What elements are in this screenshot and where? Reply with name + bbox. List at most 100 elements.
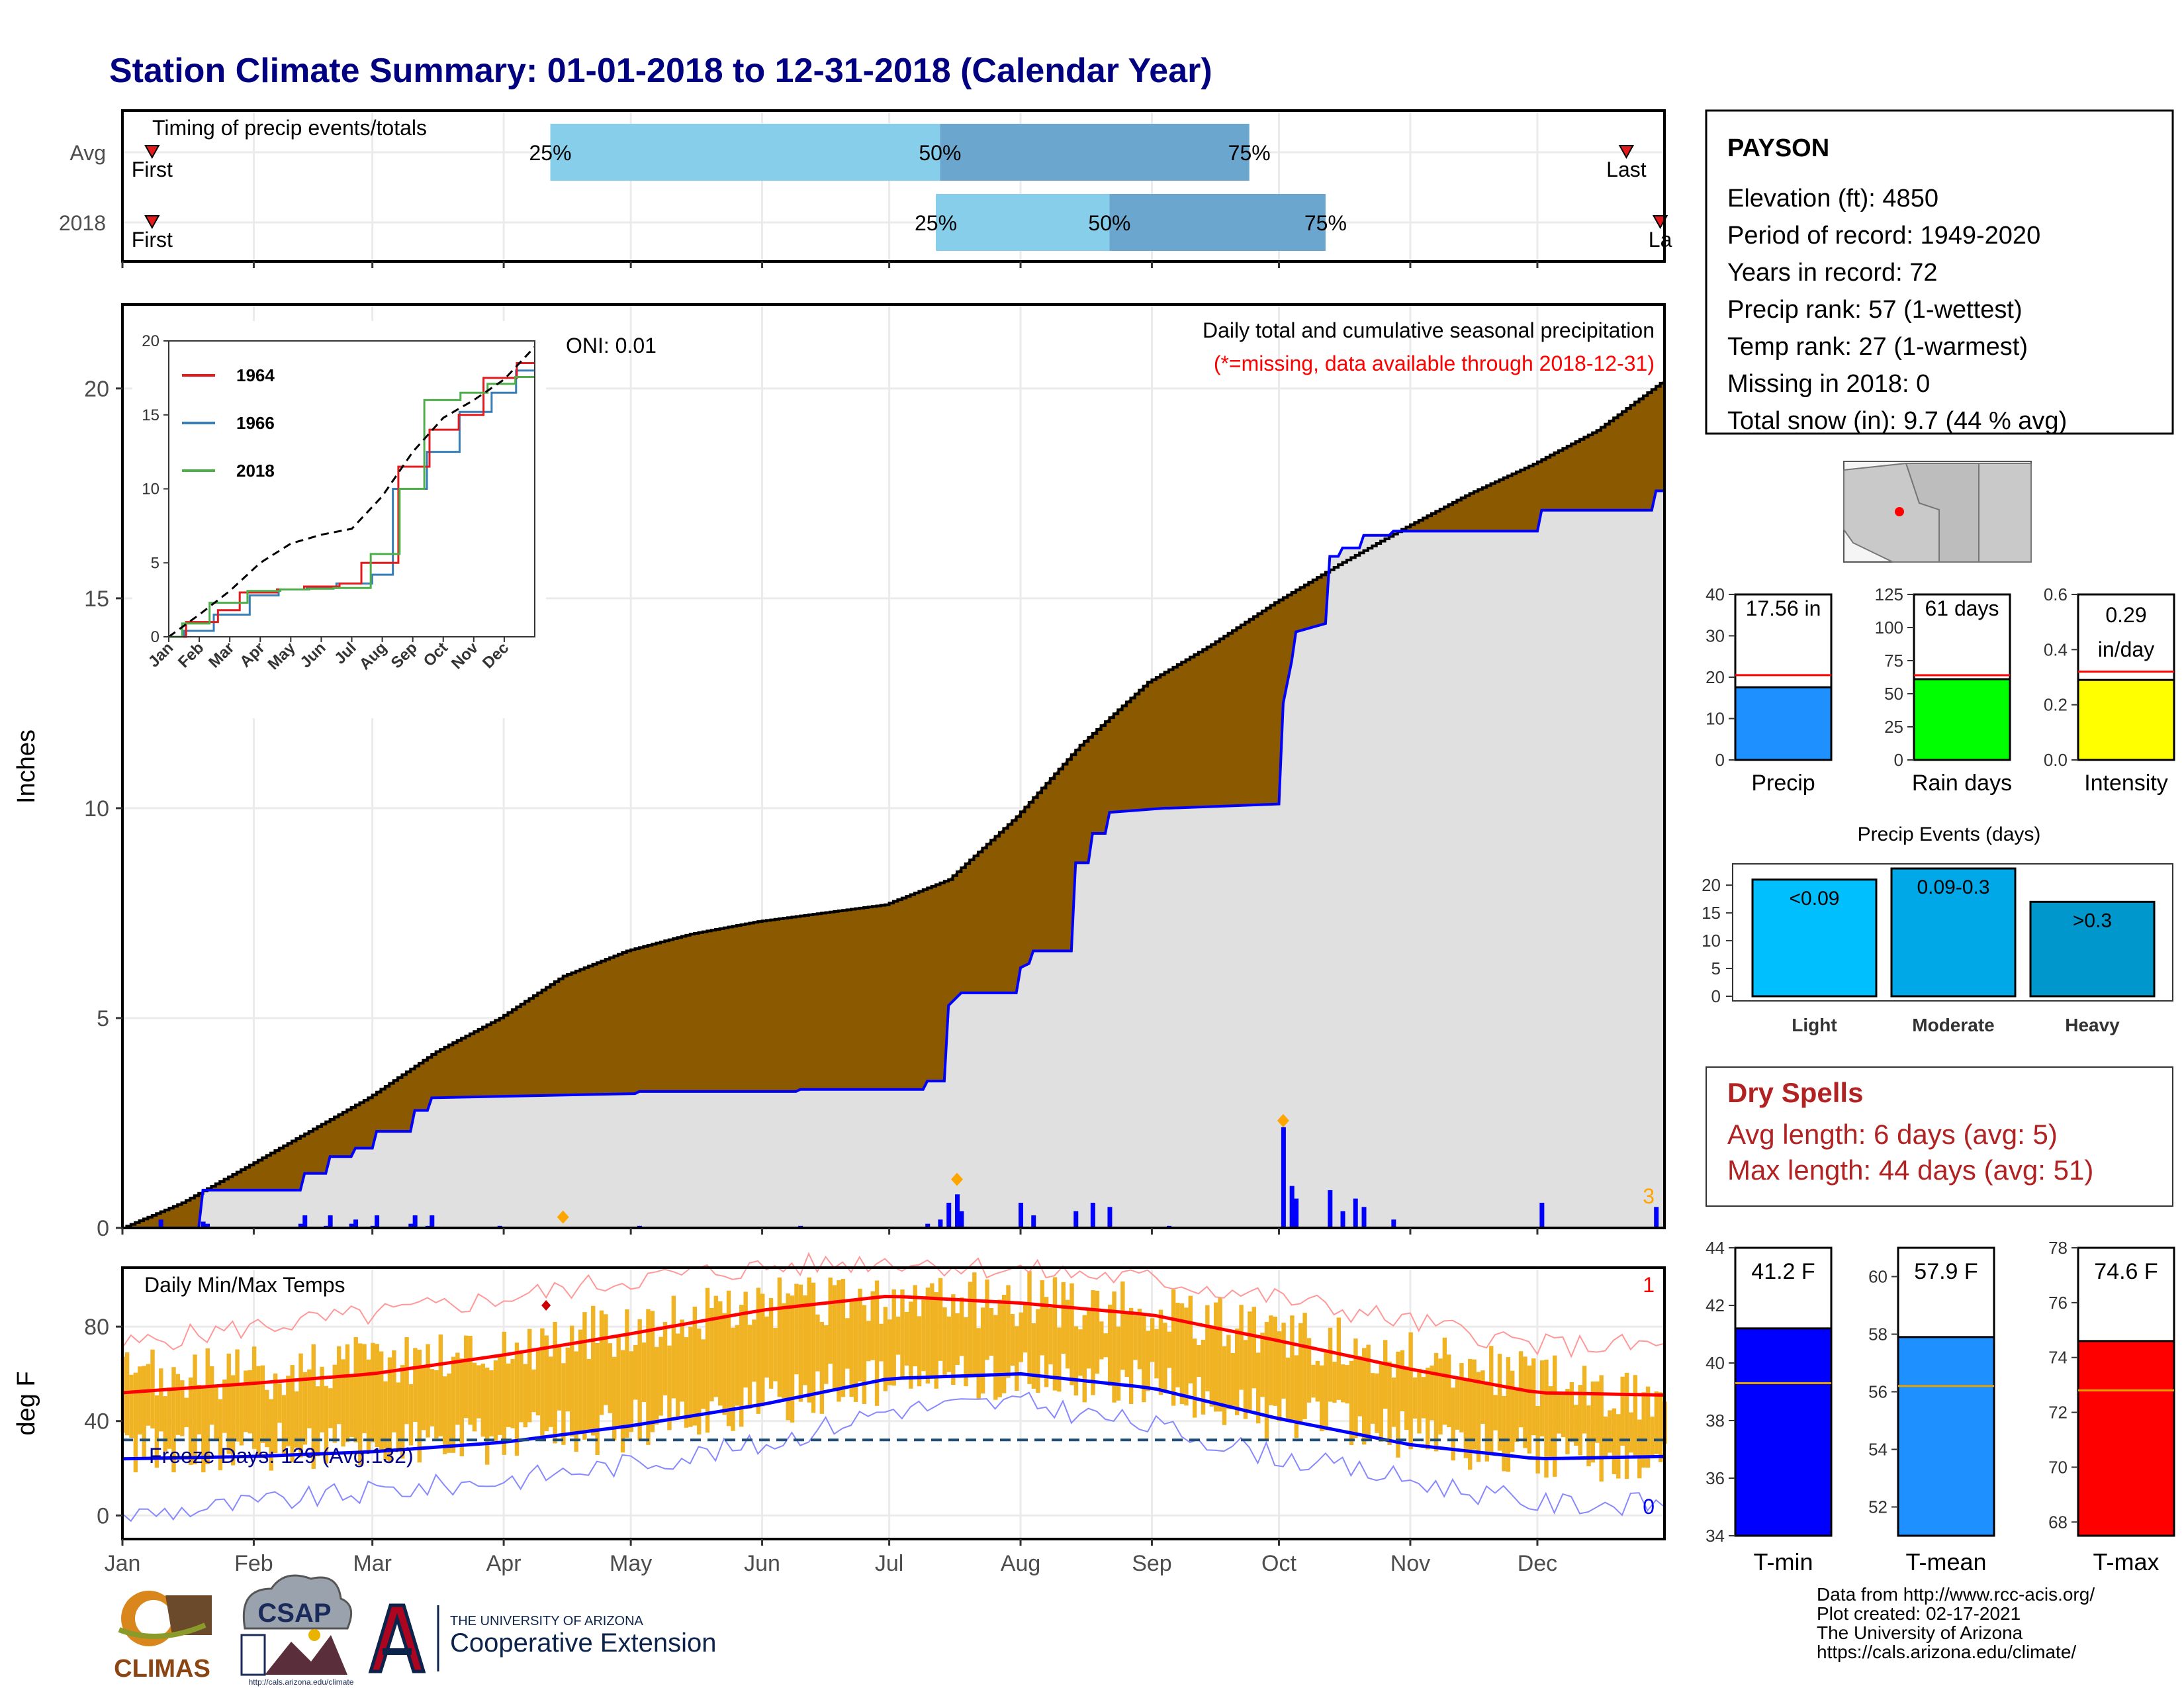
temperature-bar-y-tick-label: 72 bbox=[2048, 1403, 2068, 1423]
daily-temperature-range-bar bbox=[1260, 1333, 1265, 1397]
daily-temperature-range-bar bbox=[1480, 1370, 1485, 1424]
last-event-label: La bbox=[1649, 228, 1672, 252]
daily-temperature-range-bar bbox=[985, 1279, 989, 1360]
daily-temperature-range-bar bbox=[442, 1376, 447, 1454]
daily-temperature-range-bar bbox=[1179, 1303, 1185, 1405]
ua-logo-crossbar bbox=[383, 1648, 412, 1655]
daily-temperature-range-bar bbox=[184, 1397, 189, 1427]
daily-temperature-range-bar bbox=[531, 1369, 536, 1413]
daily-temperature-range-bar bbox=[625, 1309, 629, 1438]
daily-temperature-range-bar bbox=[934, 1292, 938, 1389]
daily-temperature-range-bar bbox=[400, 1365, 405, 1459]
daily-precip-bar bbox=[1654, 1207, 1659, 1228]
daily-temperature-range-bar bbox=[489, 1370, 494, 1436]
daily-temperature-range-bar bbox=[565, 1347, 570, 1412]
daily-precip-bar bbox=[302, 1215, 308, 1228]
precip-panel: 0 5 10 15 20 Daily total and cumulative seas… bbox=[13, 303, 1666, 1241]
daily-temperature-range-bar bbox=[1476, 1372, 1481, 1462]
daily-temperature-range-bar bbox=[417, 1349, 422, 1463]
daily-temperature-range-bar bbox=[641, 1342, 647, 1403]
dry-spells-title: Dry Spells bbox=[1727, 1077, 1863, 1108]
daily-temperature-range-bar bbox=[1112, 1291, 1116, 1403]
daily-temperature-range-bar bbox=[862, 1305, 867, 1404]
daily-temperature-range-bar bbox=[324, 1385, 329, 1464]
daily-temperature-range-bar bbox=[794, 1284, 799, 1375]
month-tick-label: May bbox=[610, 1551, 652, 1576]
daily-temperature-range-bar bbox=[1222, 1346, 1227, 1425]
daily-temperature-range-bar bbox=[218, 1399, 223, 1471]
inset-frame bbox=[168, 340, 535, 637]
daily-temperature-range-bar bbox=[866, 1321, 871, 1362]
daily-temperature-range-bar bbox=[604, 1314, 608, 1405]
daily-temperature-range-bar bbox=[1298, 1323, 1303, 1423]
daily-temperature-range-bar bbox=[1468, 1358, 1473, 1470]
daily-temperature-range-bar bbox=[281, 1395, 287, 1456]
daily-temperature-range-bar bbox=[845, 1318, 850, 1369]
high-event-flag bbox=[557, 1210, 569, 1224]
daily-temperature-range-bar bbox=[1201, 1339, 1206, 1415]
daily-temperature-range-bar bbox=[1248, 1311, 1252, 1412]
daily-temperature-range-bar bbox=[375, 1344, 379, 1448]
csap-logo-mountains bbox=[265, 1635, 347, 1675]
daily-temperature-range-bar bbox=[1582, 1366, 1587, 1434]
daily-precip-bar bbox=[349, 1223, 354, 1228]
daily-temperature-range-bar bbox=[1264, 1322, 1269, 1440]
temperature-bar-y-tick-label: 70 bbox=[2048, 1457, 2068, 1477]
daily-temperature-range-bar bbox=[976, 1328, 981, 1400]
month-tick-label: Aug bbox=[1001, 1551, 1041, 1576]
daily-precip-bar bbox=[955, 1194, 960, 1228]
summary-bar-label: Intensity bbox=[2084, 771, 2168, 796]
daily-precip-bar bbox=[925, 1223, 931, 1228]
daily-precip-bar bbox=[205, 1223, 210, 1228]
dry-spells-maximum: Max length: 44 days (avg: 51) bbox=[1727, 1154, 2093, 1186]
dry-spells-box: Dry Spells Avg length: 6 days (avg: 5) M… bbox=[1706, 1066, 2173, 1207]
temperature-bar-y-tick-label: 38 bbox=[1706, 1411, 1725, 1430]
daily-temperature-range-bar bbox=[1612, 1408, 1617, 1475]
daily-temperature-range-bar bbox=[925, 1288, 931, 1384]
daily-precip-bar bbox=[1281, 1127, 1286, 1228]
daily-precip-bar bbox=[408, 1223, 414, 1228]
daily-temperature-range-bar bbox=[752, 1319, 756, 1382]
daily-temperature-range-bar bbox=[1620, 1376, 1625, 1446]
daily-temperature-range-bar bbox=[434, 1370, 439, 1438]
daily-temperature-range-bar bbox=[909, 1301, 913, 1389]
daily-temperature-range-bar bbox=[451, 1356, 456, 1453]
daily-temperature-range-bar bbox=[286, 1376, 291, 1446]
station-name: PAYSON bbox=[1727, 134, 1829, 162]
daily-temperature-range-bar bbox=[1226, 1335, 1231, 1409]
daily-precip-bar bbox=[201, 1221, 206, 1228]
daily-precip-bar bbox=[1353, 1198, 1358, 1228]
daily-temperature-range-bar bbox=[408, 1384, 414, 1446]
daily-temperature-range-bar bbox=[701, 1339, 705, 1409]
daily-temperature-range-bar bbox=[1052, 1277, 1058, 1391]
station-detail-line: Temp rank: 27 (1-warmest) bbox=[1727, 333, 2028, 361]
daily-temperature-range-bar bbox=[332, 1364, 337, 1443]
daily-temperature-range-bar bbox=[807, 1277, 811, 1403]
precip-events-y-tick-label: 20 bbox=[1702, 875, 1721, 895]
daily-temperature-range-bar bbox=[142, 1366, 146, 1458]
daily-temperature-range-bar bbox=[1396, 1351, 1400, 1458]
daily-temperature-range-bar bbox=[477, 1365, 481, 1419]
footer-credit-line: The University of Arizona bbox=[1817, 1622, 2023, 1643]
daily-temperature-range-bar bbox=[193, 1354, 197, 1465]
daily-temperature-range-bar bbox=[731, 1327, 735, 1431]
timing-bar-q1-q2 bbox=[936, 194, 1110, 251]
daily-temperature-range-bar bbox=[705, 1288, 710, 1433]
timing-panel: 25% 50% 75% First Last 25% 50% 75% First La Timin… bbox=[59, 109, 1672, 263]
csap-logo-bars bbox=[240, 1634, 266, 1676]
temperature-count-bottom: 0 bbox=[1643, 1495, 1655, 1519]
timing-panel-label: Timing of precip events/totals bbox=[152, 116, 427, 140]
daily-temperature-range-bar bbox=[553, 1321, 557, 1444]
daily-temperature-range-bar bbox=[655, 1346, 659, 1425]
summary-bar-y-tick-label: 75 bbox=[1884, 651, 1903, 671]
summary-bar-y-tick-label: 0 bbox=[1715, 750, 1725, 770]
temperature-bar-value bbox=[1734, 1327, 1833, 1537]
daily-temperature-range-bar bbox=[1595, 1381, 1600, 1443]
daily-temperature-range-bar bbox=[235, 1349, 240, 1442]
daily-temperature-range-bar bbox=[1010, 1314, 1015, 1366]
daily-temperature-range-bar bbox=[167, 1387, 172, 1449]
daily-temperature-range-bar bbox=[549, 1356, 553, 1427]
daily-temperature-range-bar bbox=[612, 1356, 617, 1441]
daily-temperature-range-bar bbox=[269, 1399, 273, 1471]
daily-temperature-range-bar bbox=[1315, 1360, 1320, 1402]
